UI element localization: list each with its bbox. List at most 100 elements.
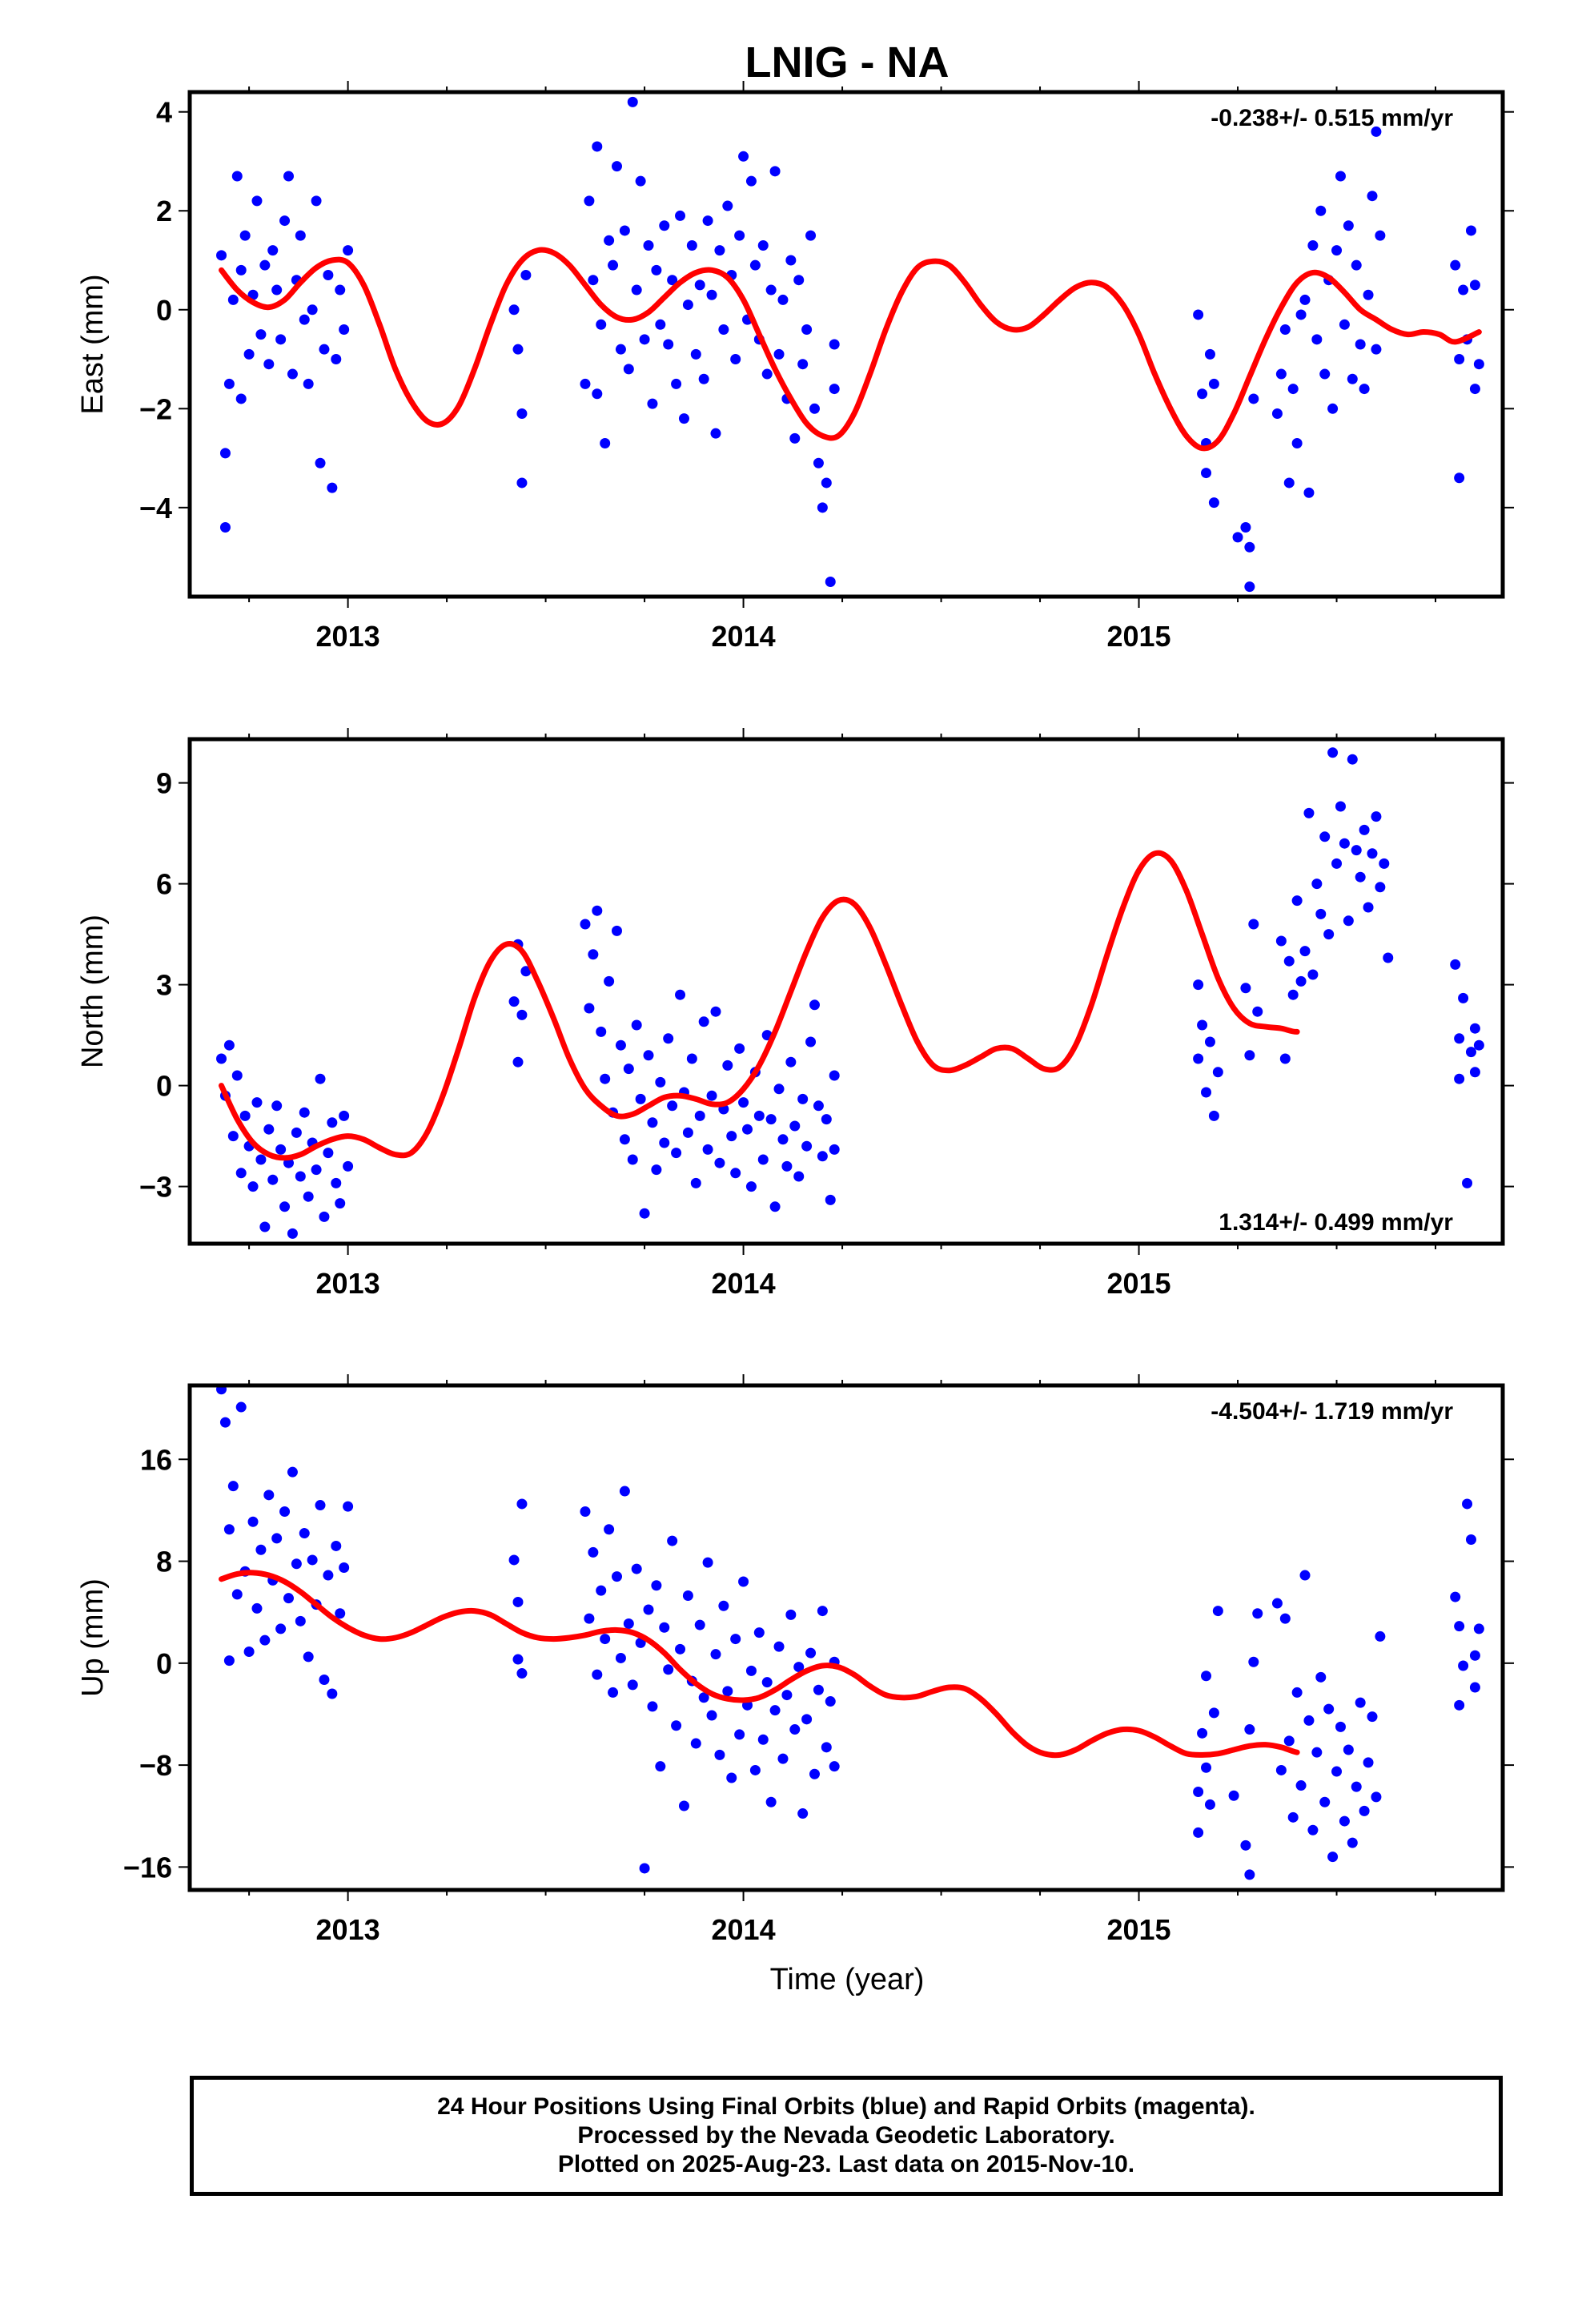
data-point [627, 96, 638, 107]
data-point [1462, 1498, 1473, 1510]
data-point [1252, 1006, 1263, 1017]
data-point [1454, 472, 1465, 484]
data-point [227, 1131, 239, 1142]
data-point [726, 1131, 737, 1142]
data-point [1375, 230, 1386, 241]
data-point [678, 413, 689, 424]
data-point [311, 1164, 322, 1176]
data-point [508, 1554, 520, 1566]
data-point [307, 1554, 318, 1566]
data-point [829, 1070, 840, 1081]
data-point [734, 1729, 745, 1740]
data-point [1323, 929, 1335, 940]
data-point [592, 141, 603, 152]
data-point [600, 1073, 611, 1084]
data-point [271, 1533, 283, 1544]
data-point [611, 1571, 622, 1582]
data-point [339, 324, 350, 335]
data-point [730, 1168, 741, 1179]
data-point [1315, 908, 1327, 919]
data-point [323, 270, 334, 281]
north-y-axis-label: North (mm) [76, 915, 110, 1068]
data-point [1291, 438, 1303, 449]
data-point [1465, 1047, 1476, 1058]
up-rate-label: -4.504+/- 1.719 mm/yr [1211, 1398, 1453, 1425]
data-point [608, 1687, 619, 1698]
data-point [651, 1580, 662, 1591]
data-point [793, 1171, 805, 1182]
data-point [702, 1557, 713, 1568]
data-point [1339, 319, 1350, 330]
data-point [726, 1772, 737, 1783]
data-point [785, 1609, 797, 1620]
data-point [1465, 1534, 1476, 1545]
data-point [315, 1500, 326, 1511]
x-tick-label: 2015 [1106, 620, 1170, 653]
data-point [829, 339, 840, 350]
data-point [271, 1100, 283, 1112]
data-point [580, 919, 591, 930]
data-point [686, 1053, 697, 1064]
data-point [235, 264, 247, 275]
data-point [1299, 294, 1311, 305]
data-point [675, 1643, 686, 1655]
data-point [1343, 220, 1354, 231]
up-points [216, 1385, 1484, 1880]
data-point [1469, 1682, 1480, 1693]
data-point [1208, 1707, 1219, 1719]
footer-line-2: Processed by the Nevada Geodetic Laborat… [577, 2122, 1115, 2149]
data-point [619, 1134, 630, 1145]
data-point [1367, 848, 1378, 859]
data-point [512, 1596, 524, 1607]
data-point [231, 1070, 243, 1081]
data-point [686, 239, 697, 251]
data-point [1287, 1811, 1299, 1823]
data-point [235, 393, 247, 404]
data-point [745, 1665, 757, 1676]
data-point [319, 344, 330, 355]
data-point [520, 270, 532, 281]
data-point [718, 1600, 729, 1611]
data-point [1454, 1033, 1465, 1044]
data-point [678, 1800, 689, 1811]
data-point [219, 448, 231, 459]
data-point [1323, 1703, 1335, 1715]
data-point [730, 354, 741, 365]
data-point [235, 1168, 247, 1179]
data-point [343, 1501, 354, 1512]
data-point [694, 1110, 705, 1121]
data-point [516, 1009, 528, 1020]
data-point [596, 319, 607, 330]
data-point [275, 1623, 287, 1634]
data-point [239, 1110, 251, 1121]
data-point [821, 1114, 832, 1125]
data-point [789, 1724, 801, 1735]
data-point [1303, 487, 1315, 498]
data-point [753, 1627, 765, 1638]
data-point [251, 195, 263, 207]
data-point [769, 1705, 781, 1716]
data-point [745, 175, 757, 187]
data-point [1197, 1019, 1208, 1031]
data-point [319, 1675, 330, 1685]
data-point [1355, 871, 1366, 883]
data-point [769, 1201, 781, 1212]
data-point [1283, 477, 1295, 489]
data-point [801, 1714, 813, 1725]
data-point [596, 1026, 607, 1037]
data-point [825, 576, 836, 587]
data-point [619, 225, 630, 236]
up-panel: 2013 2014 2015 16 8 0 −8 −16 Up (mm) -4.504+/- 1.… [76, 1374, 1514, 1946]
data-point [287, 1228, 298, 1239]
data-point [643, 1604, 654, 1615]
data-point [279, 215, 291, 227]
data-point [1287, 384, 1299, 395]
data-point [275, 1144, 287, 1155]
data-point [651, 264, 662, 275]
data-point [1355, 339, 1366, 350]
data-point [1367, 1711, 1378, 1723]
data-point [1303, 807, 1315, 818]
data-point [821, 477, 832, 489]
y-tick-label: 0 [156, 1070, 172, 1103]
data-point [1473, 359, 1484, 370]
